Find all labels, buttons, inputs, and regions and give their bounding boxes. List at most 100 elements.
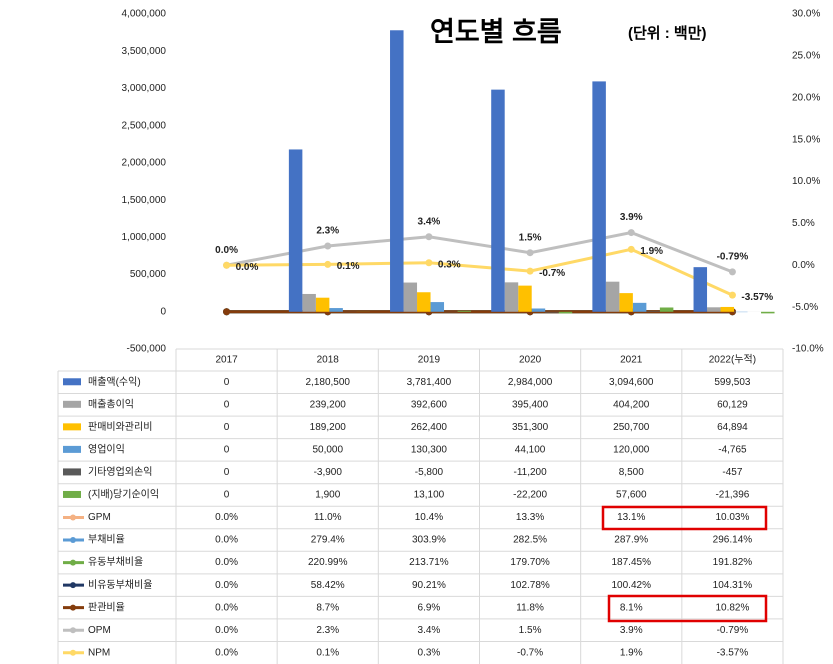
- table-cell: 130,300: [411, 445, 448, 456]
- table-cell: 0.0%: [215, 512, 238, 523]
- bar: [720, 306, 735, 312]
- bar: [491, 89, 505, 312]
- table-cell: 8.1%: [620, 602, 643, 613]
- table-cell: 0.0%: [215, 580, 238, 591]
- legend-label: 기타영업외손익: [88, 465, 152, 478]
- chart-title: 연도별 흐름: [430, 17, 562, 47]
- table-cell: -0.7%: [517, 647, 543, 658]
- y2-tick-label: 15.0%: [792, 134, 820, 145]
- table-cell: 0: [224, 467, 230, 478]
- table-cell: 102.78%: [510, 580, 550, 591]
- table-cell: 0: [224, 490, 230, 501]
- legend-swatch: [70, 627, 76, 634]
- legend-swatch: [63, 490, 81, 498]
- table-cell: 11.0%: [314, 512, 342, 523]
- table-cell: 64,894: [717, 422, 748, 433]
- line-marker: [223, 261, 231, 269]
- bar: [518, 285, 532, 312]
- line-marker: [223, 308, 231, 316]
- legend-label: 매출총이익: [88, 398, 134, 410]
- y-tick-label: 0: [160, 306, 166, 317]
- x-tick-label: 2020: [519, 355, 542, 366]
- table-cell: 0: [224, 377, 230, 388]
- bar: [430, 302, 445, 312]
- bar: [417, 292, 431, 312]
- table-cell: 10.82%: [715, 602, 749, 613]
- table-cell: 1.5%: [519, 625, 542, 636]
- table-cell: 11.8%: [516, 602, 544, 613]
- y-tick-label: 500,000: [130, 269, 167, 280]
- table-cell: 303.9%: [412, 535, 446, 546]
- table-cell: 0.0%: [215, 535, 238, 546]
- legend-label: 영업이익: [88, 443, 125, 456]
- data-label: -0.7%: [539, 268, 565, 279]
- legend-label: NPM: [88, 647, 110, 658]
- line-series: [226, 231, 733, 274]
- highlight-box: [601, 505, 768, 531]
- line-marker: [728, 291, 736, 299]
- table-cell: 104.31%: [713, 580, 753, 591]
- data-label: 3.9%: [620, 212, 643, 223]
- x-tick-label: 2019: [418, 355, 441, 366]
- bar: [302, 293, 316, 312]
- table-cell: 392,600: [411, 399, 448, 410]
- bar: [288, 149, 303, 312]
- table-cell: 1,900: [315, 490, 340, 501]
- x-tick-label: 2022(누적): [709, 354, 756, 366]
- data-label: 3.4%: [418, 216, 441, 227]
- line-marker: [324, 260, 332, 268]
- legend-label: GPM: [88, 512, 111, 523]
- bar: [693, 267, 708, 312]
- table-cell: -11,200: [513, 467, 547, 478]
- y-tick-label: 1,000,000: [122, 232, 167, 243]
- y-tick-label: -500,000: [127, 344, 167, 355]
- y-tick-label: 3,000,000: [122, 83, 167, 94]
- table-cell: 220.99%: [308, 557, 348, 568]
- table-cell: 191.82%: [713, 557, 753, 568]
- line-marker: [526, 249, 534, 257]
- data-label: 1.5%: [519, 232, 542, 243]
- table-cell: 0: [224, 422, 230, 433]
- legend-label: 판관비율: [88, 601, 125, 613]
- table-cell: 0.0%: [215, 557, 238, 568]
- table-cell: -3,900: [314, 467, 343, 478]
- legend-label: OPM: [88, 625, 111, 636]
- y-tick-label: 2,000,000: [122, 158, 167, 169]
- table-cell: 13.3%: [516, 512, 544, 523]
- table-cell: 0: [224, 445, 230, 456]
- legend-swatch: [63, 378, 81, 386]
- line-marker: [627, 245, 635, 253]
- y2-tick-label: -10.0%: [792, 344, 824, 355]
- y2-tick-label: 20.0%: [792, 92, 820, 103]
- table-cell: 296.14%: [713, 535, 753, 546]
- table-cell: 3,781,400: [407, 377, 452, 388]
- table-cell: 351,300: [512, 422, 549, 433]
- y2-tick-label: 0.0%: [792, 260, 815, 271]
- legend-swatch: [63, 400, 81, 408]
- legend-swatch: [70, 559, 76, 566]
- legend-swatch: [70, 582, 76, 589]
- table-cell: 57,600: [616, 490, 647, 501]
- legend-swatch: [70, 649, 76, 656]
- line-marker: [526, 267, 534, 275]
- bar: [659, 307, 674, 312]
- table-cell: 2,984,000: [508, 377, 553, 388]
- table-cell: 1.9%: [620, 647, 643, 658]
- table-cell: 100.42%: [612, 580, 652, 591]
- line-marker: [425, 259, 433, 267]
- table-cell: 0.0%: [215, 647, 238, 658]
- data-label: 0.0%: [215, 245, 238, 256]
- chart-subtitle: (단위 : 백만): [628, 25, 707, 42]
- table-cell: 0.3%: [418, 647, 441, 658]
- table-cell: 239,200: [310, 399, 347, 410]
- table-cell: 44,100: [515, 445, 546, 456]
- table-cell: 187.45%: [612, 557, 652, 568]
- table-cell: 60,129: [717, 399, 748, 410]
- table-cell: 262,400: [411, 422, 448, 433]
- table-cell: 279.4%: [311, 535, 345, 546]
- table-cell: 395,400: [512, 399, 549, 410]
- highlight-box: [607, 594, 768, 623]
- data-label: 2.3%: [316, 226, 339, 237]
- table-cell: 50,000: [312, 445, 343, 456]
- table-cell: -0.79%: [717, 625, 749, 636]
